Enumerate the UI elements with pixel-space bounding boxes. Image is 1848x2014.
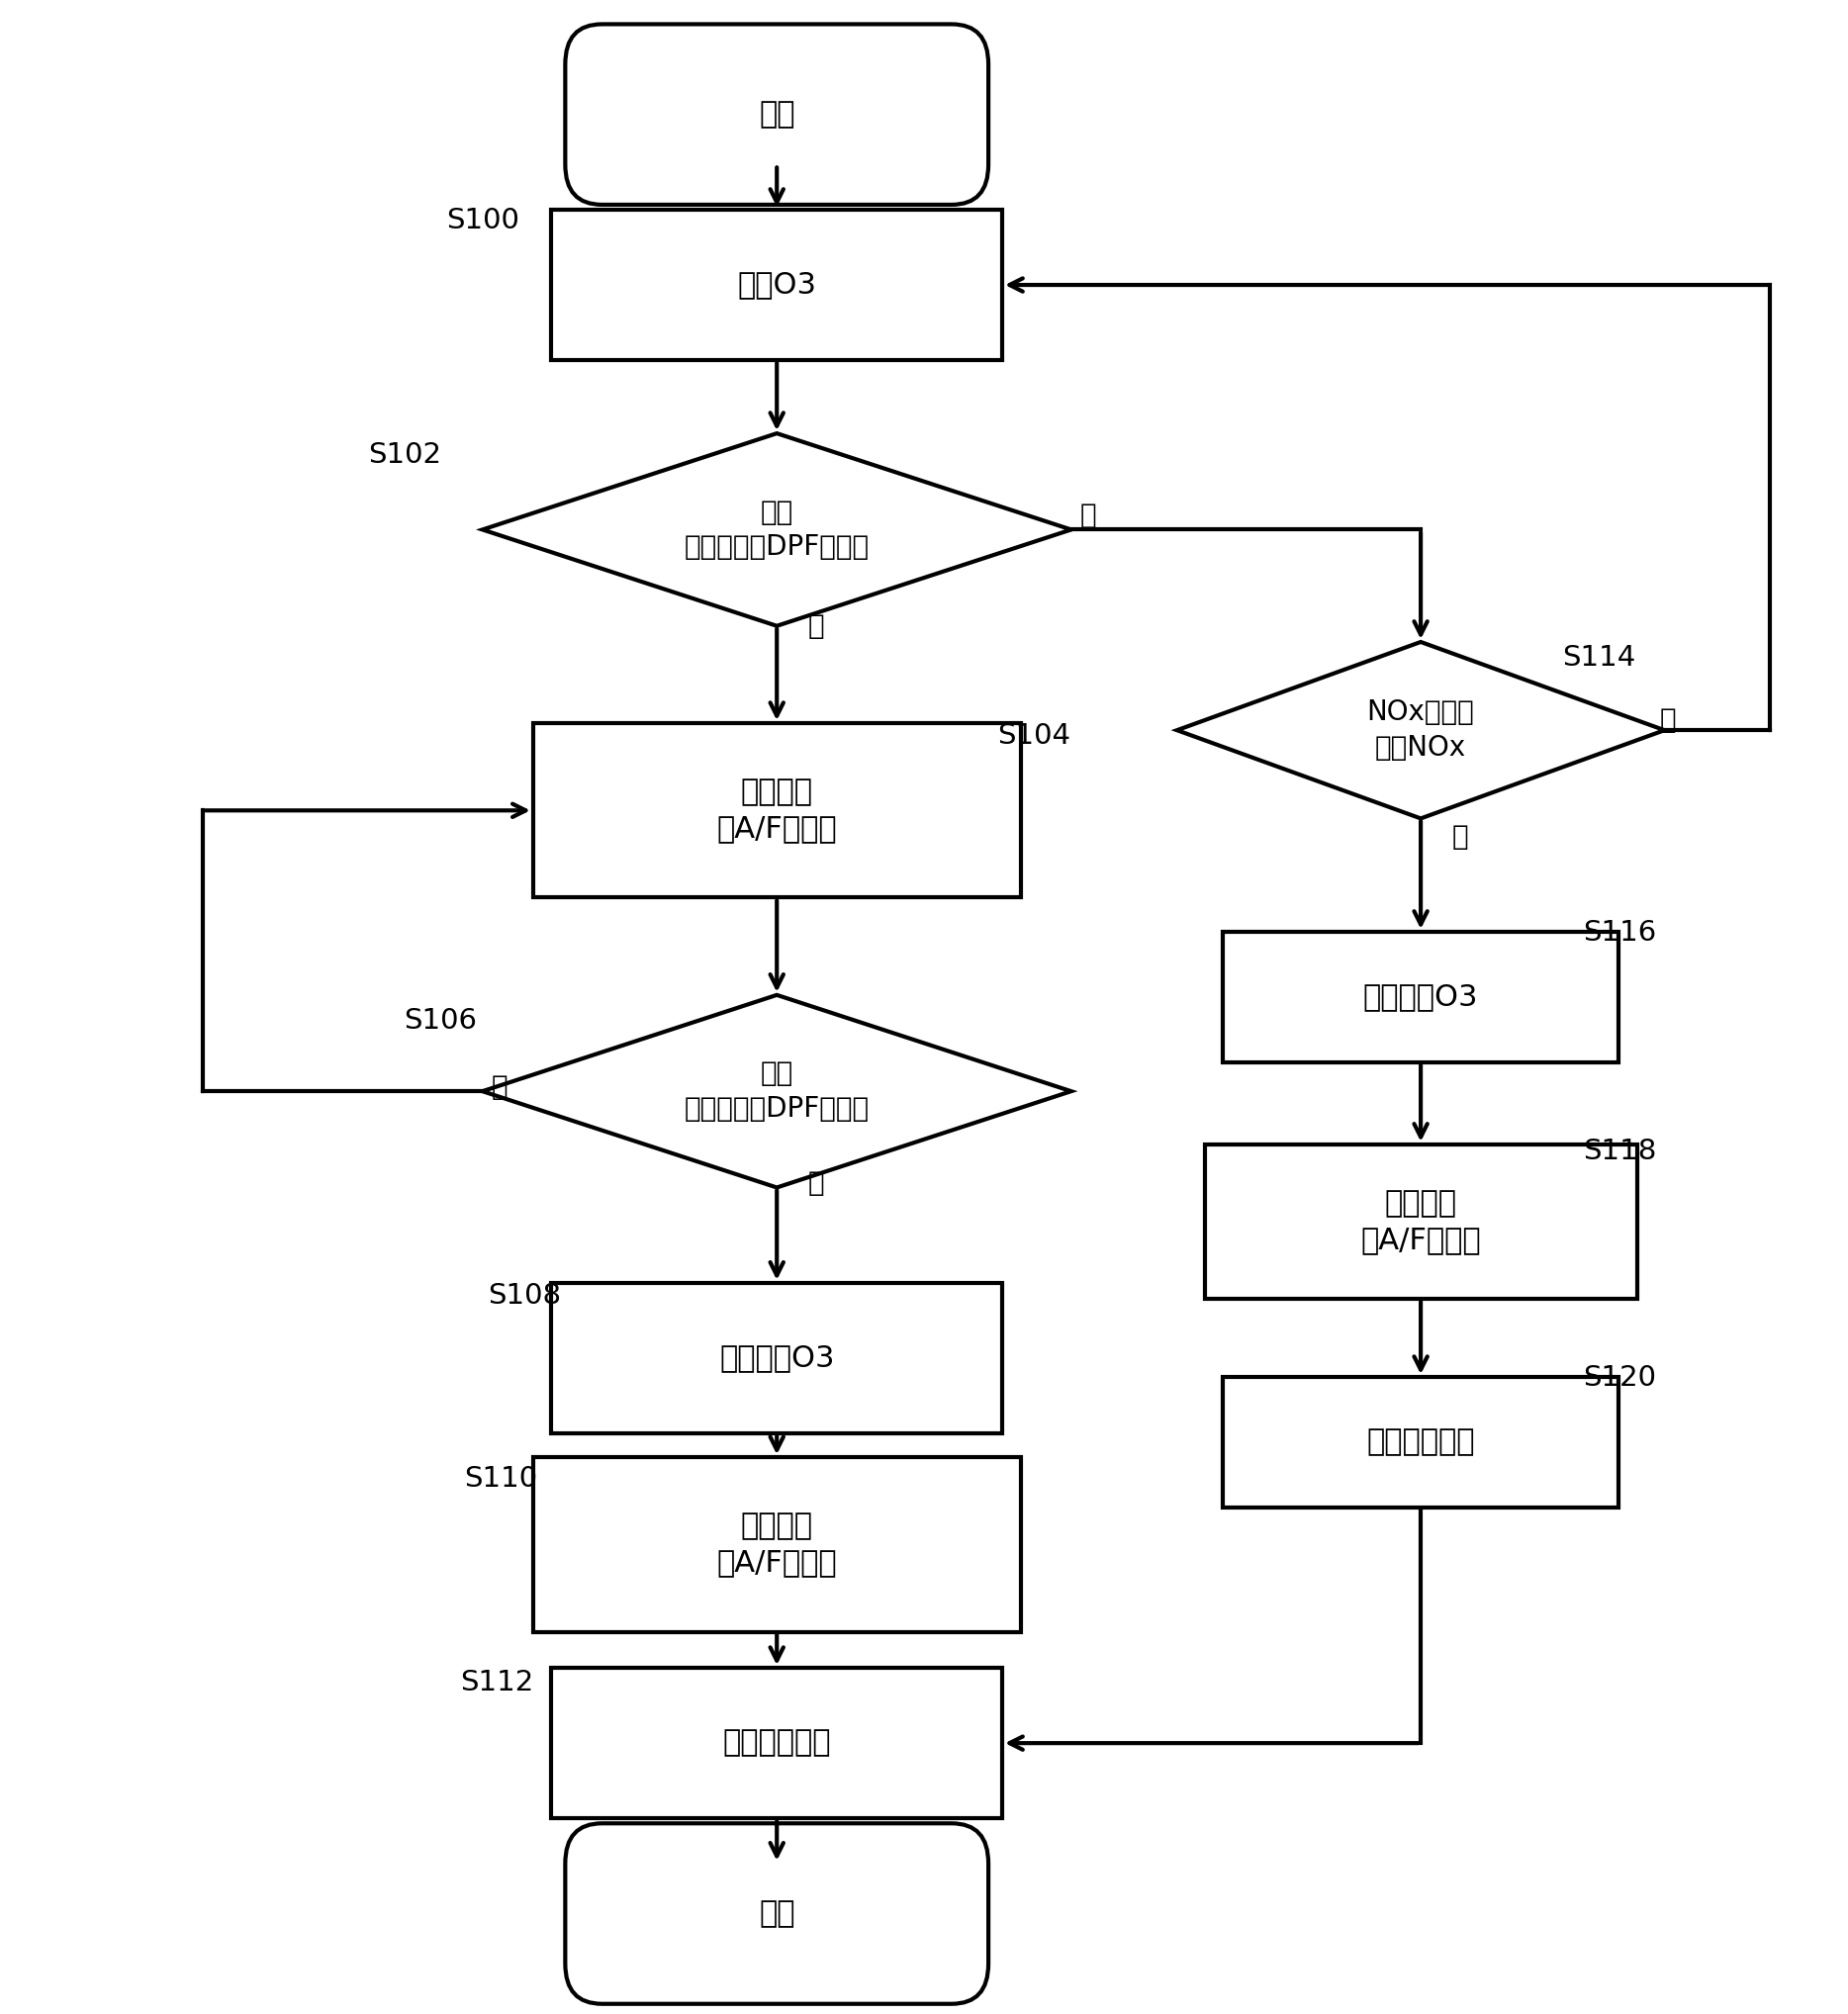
Text: 是: 是 [808, 1170, 824, 1198]
Text: S100: S100 [445, 207, 519, 234]
Bar [551, 1668, 1002, 1819]
Text: 停止添加O3: 停止添加O3 [719, 1343, 835, 1372]
Text: 添加O3: 添加O3 [737, 270, 817, 300]
Bar [1205, 1144, 1637, 1299]
Bar [551, 1283, 1002, 1434]
Text: 是: 是 [1453, 822, 1469, 850]
Bar [1223, 1378, 1619, 1506]
Text: S114: S114 [1562, 644, 1635, 673]
FancyBboxPatch shape [565, 1823, 989, 2004]
Bar [551, 209, 1002, 361]
Text: 停止添加燃料: 停止添加燃料 [1366, 1428, 1475, 1456]
Text: 否: 否 [1081, 501, 1098, 530]
Text: 添加燃料
（A/F为稀）: 添加燃料 （A/F为稀） [717, 777, 837, 844]
Bar [532, 723, 1020, 898]
Text: 添加燃料
（A/F为浓）: 添加燃料 （A/F为浓） [1360, 1188, 1480, 1255]
Text: S118: S118 [1582, 1138, 1656, 1166]
Text: 否: 否 [492, 1073, 508, 1102]
Text: 差压
传感器检测DPF的堵塞: 差压 传感器检测DPF的堵塞 [684, 1059, 869, 1122]
Polygon shape [482, 995, 1072, 1188]
Polygon shape [1177, 642, 1665, 818]
Text: 是: 是 [808, 612, 824, 640]
FancyBboxPatch shape [565, 24, 989, 205]
Text: 停止添加O3: 停止添加O3 [1364, 983, 1478, 1011]
Text: 否: 否 [1660, 707, 1676, 733]
Text: S120: S120 [1584, 1363, 1656, 1392]
Text: S116: S116 [1582, 918, 1656, 947]
Text: 停止添加燃料: 停止添加燃料 [723, 1728, 832, 1758]
Text: NOx传感器
检测NOx: NOx传感器 检测NOx [1368, 699, 1475, 761]
Text: 添加燃料
（A/F为浓）: 添加燃料 （A/F为浓） [717, 1513, 837, 1577]
Polygon shape [482, 433, 1072, 626]
Bar [532, 1458, 1020, 1631]
Text: 结束: 结束 [760, 1899, 795, 1927]
Bar [1223, 932, 1619, 1061]
Text: S108: S108 [488, 1283, 562, 1309]
Text: 差压
传感器检测DPF的堵塞: 差压 传感器检测DPF的堵塞 [684, 497, 869, 562]
Text: S102: S102 [368, 441, 442, 469]
Text: 开始: 开始 [760, 101, 795, 129]
Text: S110: S110 [464, 1464, 538, 1492]
Text: S106: S106 [403, 1007, 477, 1035]
Text: S112: S112 [460, 1670, 534, 1696]
Text: S104: S104 [998, 723, 1072, 749]
